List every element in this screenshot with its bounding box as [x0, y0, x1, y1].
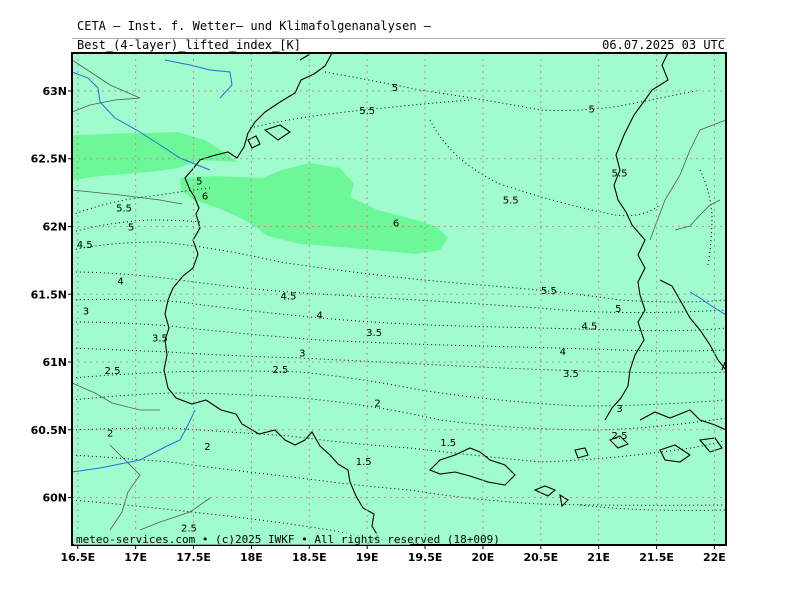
- contour-value-label: 5: [392, 83, 398, 94]
- contour-value-label: 4.5: [581, 321, 597, 332]
- contour-value-label: 3.5: [563, 369, 579, 380]
- lon-label: 19E: [356, 551, 379, 564]
- latitude-labels: 63N 62.5N 62N 61.5N 61N 60.5N 60N: [31, 85, 72, 505]
- contour-value-label: 3.5: [366, 328, 382, 339]
- contour-value-label: 5.5: [359, 106, 375, 117]
- header-rule: [72, 38, 726, 39]
- lon-label: 19.5E: [408, 551, 443, 564]
- contour-value-label: 5: [128, 222, 134, 233]
- contour-value-label: 4: [317, 311, 323, 322]
- contour-value-label: 4.5: [77, 240, 93, 251]
- lon-label: 18E: [240, 551, 263, 564]
- isolines: [72, 71, 726, 545]
- lon-label: 20E: [472, 551, 495, 564]
- contour-value-label: 4: [560, 347, 566, 358]
- contour-value-label: 1.5: [356, 457, 372, 468]
- contour-value-label: 3.5: [152, 334, 168, 345]
- page-title: CETA — Inst. f. Wetter— und Klimafolgena…: [77, 19, 432, 33]
- contour-value-label: 2.5: [272, 365, 288, 376]
- contour-value-label: 6: [202, 191, 208, 202]
- high-index-zone-central: [180, 163, 448, 254]
- rivers: [72, 59, 726, 473]
- lon-label: 21.5E: [639, 551, 674, 564]
- lon-label: 20.5E: [523, 551, 558, 564]
- lon-label: 17.5E: [176, 551, 211, 564]
- credit-text: meteo-services.com • (c)2025 IWKF • All …: [76, 533, 500, 546]
- contour-value-label: 2: [204, 442, 210, 453]
- coastlines: [163, 53, 726, 545]
- contour-value-label: 2: [374, 399, 380, 410]
- contour-value-label: 4.5: [281, 292, 297, 303]
- lon-label: 16.5E: [60, 551, 95, 564]
- contour-value-label: 2.5: [612, 431, 628, 442]
- longitude-labels: 16.5E 17E 17.5E 18E 18.5E 19E 19.5E 20E 20.5E 21E…: [60, 545, 726, 564]
- valid-time: 06.07.2025 03 UTC: [602, 38, 725, 52]
- lon-label: 18.5E: [292, 551, 327, 564]
- lat-label: 62N: [42, 220, 67, 233]
- contour-value-label: 3: [299, 349, 305, 360]
- lat-label: 61N: [42, 356, 67, 369]
- lat-label: 62.5N: [31, 153, 67, 166]
- lat-label: 63N: [42, 85, 67, 98]
- lat-label: 60N: [42, 492, 67, 505]
- contour-value-label: 3: [83, 307, 89, 318]
- lat-label: 60.5N: [31, 424, 67, 437]
- contour-value-label: 2.5: [105, 366, 121, 377]
- contour-value-label: 2.5: [181, 523, 197, 534]
- lon-label: 17E: [124, 551, 147, 564]
- lon-label: 21E: [587, 551, 610, 564]
- high-index-zone-west: [72, 132, 238, 180]
- contour-value-label: 5: [615, 304, 621, 315]
- credit-background: [74, 533, 410, 545]
- contour-value-label: 5: [589, 105, 595, 116]
- contour-value-label: 5.5: [503, 195, 519, 206]
- contour-value-label: 5.5: [612, 168, 628, 179]
- contour-value-label: 2: [107, 429, 113, 440]
- contour-value-label: 4: [117, 277, 123, 288]
- borders: [72, 59, 726, 531]
- lon-label: 22E: [703, 551, 726, 564]
- graticule: [72, 53, 726, 545]
- contour-value-label: 5.5: [116, 204, 132, 215]
- lat-label: 61.5N: [31, 288, 67, 301]
- contour-value-label: 6: [393, 218, 399, 229]
- contour-value-label: 1.5: [440, 438, 456, 449]
- contour-value-label: 5: [196, 176, 202, 187]
- field-name: Best_(4-layer)_lifted_index_[K]: [77, 38, 301, 52]
- contour-value-label: 5.5: [541, 286, 557, 297]
- contour-value-label: 3: [616, 404, 622, 415]
